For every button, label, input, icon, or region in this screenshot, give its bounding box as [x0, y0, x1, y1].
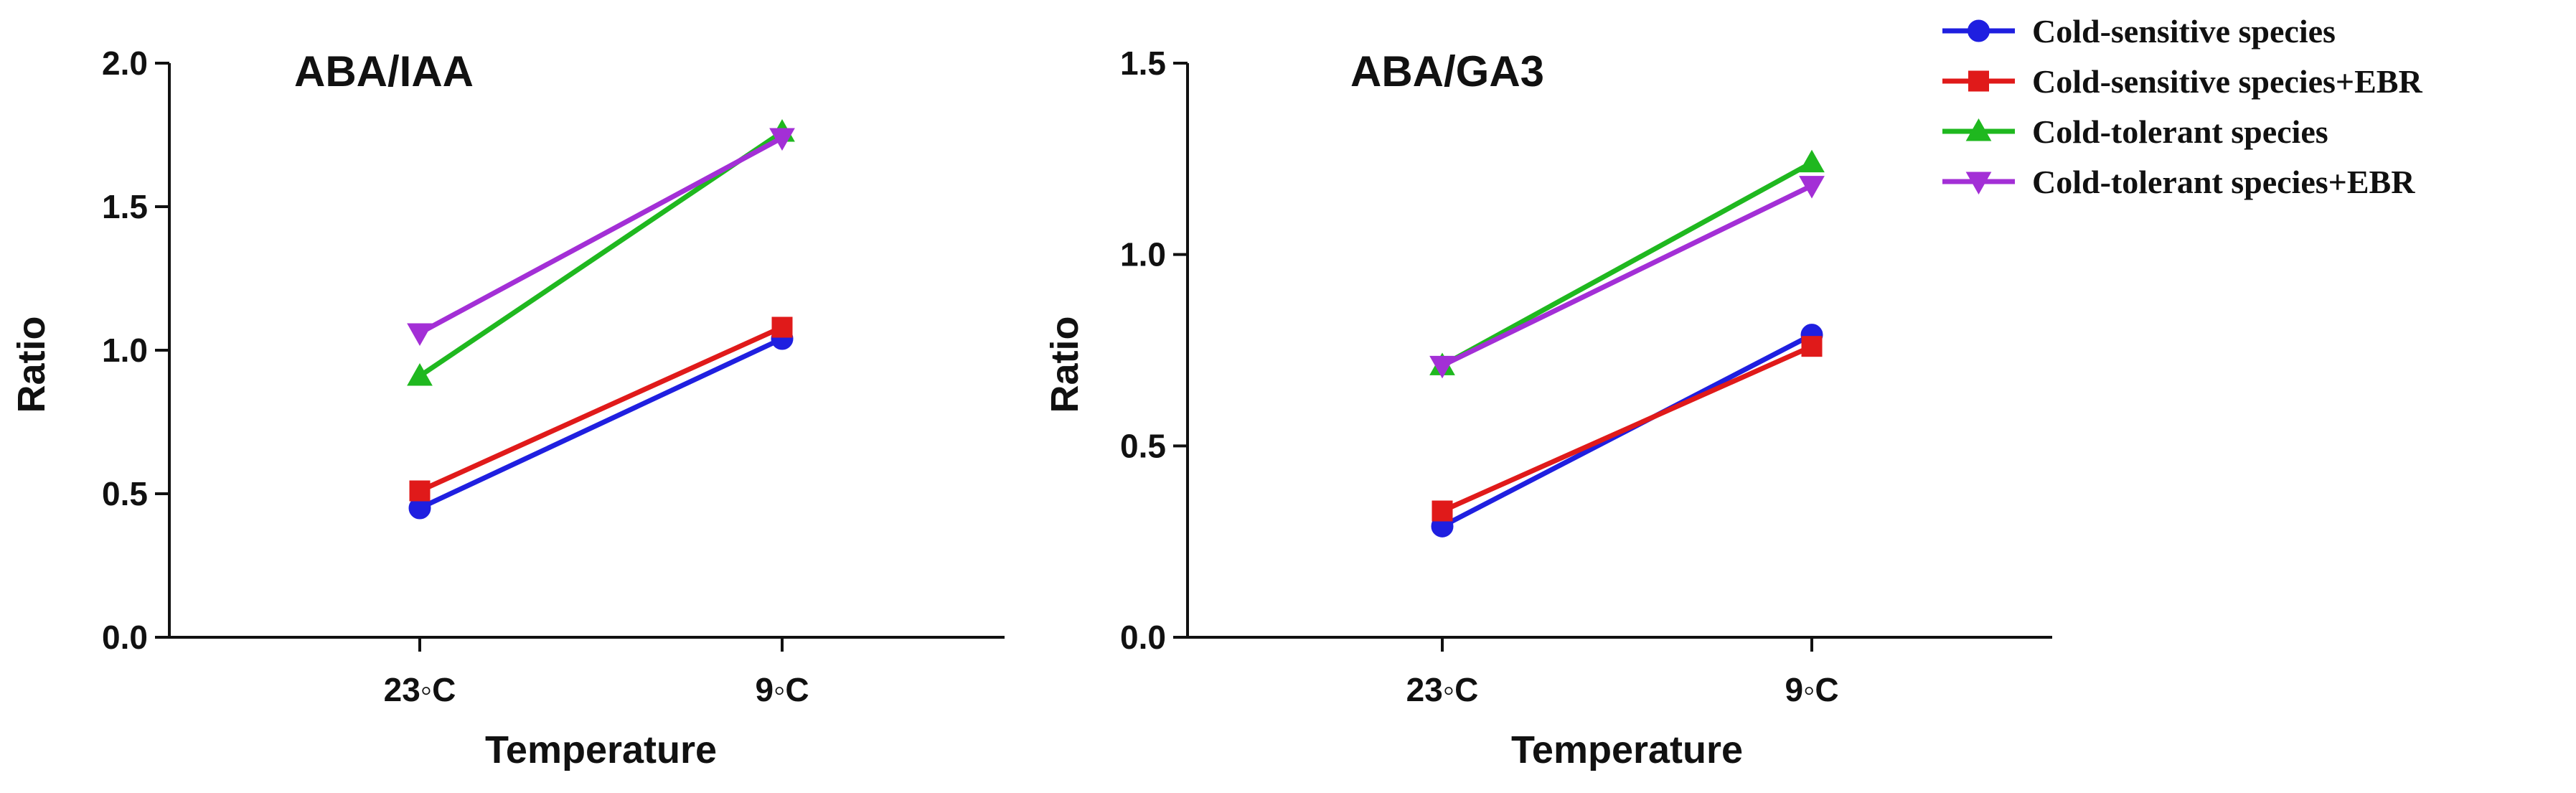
y-axis-title: Ratio — [10, 316, 53, 413]
series-cold-tolerant-species-ebr — [1429, 176, 1825, 379]
legend-label: Cold-sensitive species+EBR — [2032, 63, 2422, 100]
y-tick-label: 0.5 — [1120, 427, 1166, 464]
y-tick-label: 1.0 — [1120, 236, 1166, 273]
x-tick-label: 23◦C — [384, 671, 456, 708]
y-tick-label: 1.5 — [1120, 44, 1166, 82]
x-tick-label: 9◦C — [1785, 671, 1838, 708]
y-tick-label: 0.0 — [1120, 619, 1166, 656]
series-cold-tolerant-species-ebr — [407, 128, 795, 347]
series-cold-sensitive-species-ebr — [1432, 336, 1823, 522]
chart-aba-ga3: 0.0 0.5 1.0 1.5 23◦C 9◦C ABA/GA3 Temperature Rat… — [1043, 44, 2052, 771]
legend-marker — [1965, 118, 1992, 141]
y-axis-title: Ratio — [1043, 316, 1086, 413]
legend-item-cold-tolerant-species: Cold-tolerant species — [1942, 113, 2328, 150]
data-point — [1799, 176, 1825, 199]
chart-title: ABA/GA3 — [1350, 47, 1544, 95]
legend-item-cold-tolerant-species-ebr: Cold-tolerant species+EBR — [1942, 164, 2415, 200]
series-line — [418, 324, 784, 494]
chart-title: ABA/IAA — [294, 47, 474, 95]
legend-marker — [1965, 172, 1992, 195]
data-point — [407, 362, 433, 386]
y-tick-label: 0.0 — [102, 619, 148, 656]
legend-item-cold-sensitive-species-ebr: Cold-sensitive species+EBR — [1942, 63, 2422, 100]
x-axis-title: Temperature — [1511, 728, 1743, 771]
series-cold-sensitive-species-ebr — [409, 316, 793, 502]
data-point — [1429, 355, 1455, 379]
legend-label: Cold-tolerant species — [2032, 113, 2328, 150]
series-line — [418, 336, 784, 511]
series-cold-sensitive-species — [408, 327, 794, 520]
series-line — [1441, 183, 1813, 368]
series-line — [1441, 344, 1813, 514]
x-axis-title: Temperature — [485, 728, 717, 771]
y-tick-label: 2.0 — [102, 44, 148, 82]
y-tick-label: 1.0 — [102, 332, 148, 369]
legend-item-cold-sensitive-species: Cold-sensitive species — [1942, 13, 2336, 50]
data-point — [1799, 149, 1825, 173]
chart-aba-iaa: 0.0 0.5 1.0 1.5 2.0 23◦C 9◦C ABA/IAA Temperature… — [10, 44, 1005, 771]
data-point — [409, 480, 431, 502]
data-point — [407, 323, 433, 347]
series-line — [418, 135, 784, 336]
y-tick-label: 0.5 — [102, 475, 148, 512]
series-line — [1441, 160, 1813, 368]
data-point — [1801, 336, 1823, 357]
x-tick-label: 9◦C — [755, 671, 809, 708]
data-point — [771, 316, 793, 338]
x-tick-label: 23◦C — [1406, 671, 1479, 708]
legend: Cold-sensitive species Cold-sensitive spe… — [1942, 13, 2422, 200]
data-point — [1432, 500, 1453, 522]
data-point — [769, 128, 795, 151]
legend-label: Cold-tolerant species+EBR — [2032, 164, 2415, 200]
legend-marker — [1968, 19, 1990, 42]
y-tick-label: 1.5 — [102, 188, 148, 225]
legend-label: Cold-sensitive species — [2032, 13, 2336, 50]
legend-marker — [1968, 70, 1989, 92]
